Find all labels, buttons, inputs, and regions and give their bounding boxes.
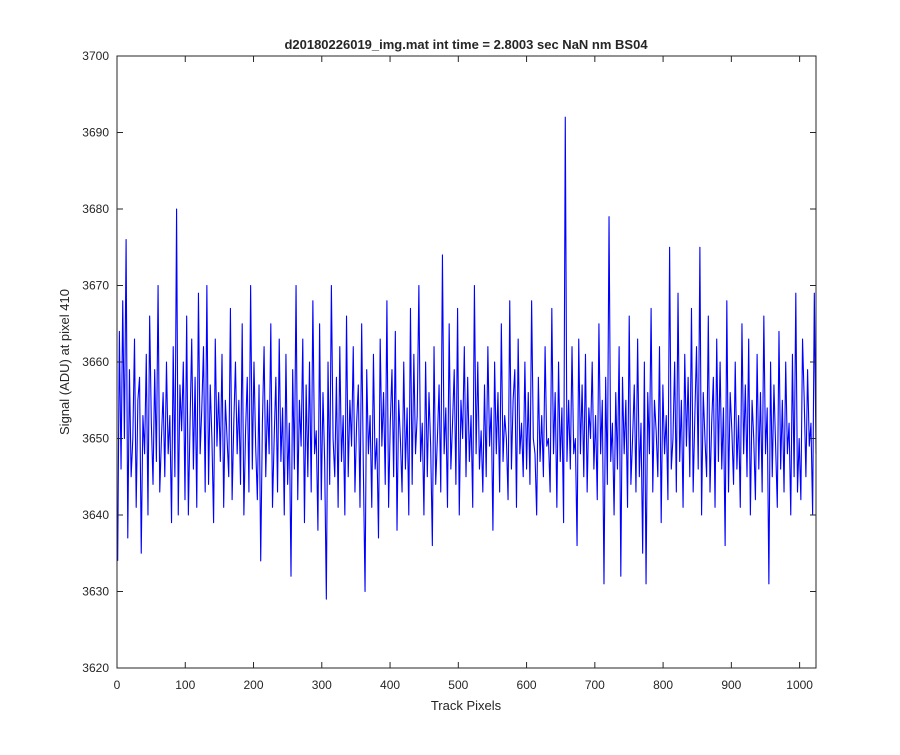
series-line-0 [117,116,817,600]
x-tick-label: 400 [380,678,400,692]
data-layer [117,116,817,600]
y-tick-label: 3640 [82,508,109,522]
x-tick-label: 500 [448,678,468,692]
y-tick-label: 3630 [82,585,109,599]
y-axis-label: Signal (ADU) at pixel 410 [57,289,72,435]
x-tick-label: 700 [585,678,605,692]
x-tick-label: 600 [517,678,537,692]
y-tick-label: 3650 [82,432,109,446]
chart-title: d20180226019_img.mat int time = 2.8003 s… [284,37,648,52]
x-tick-label: 1000 [786,678,813,692]
x-tick-label: 200 [244,678,264,692]
x-tick-label: 900 [721,678,741,692]
x-tick-label: 100 [175,678,195,692]
y-tick-label: 3660 [82,355,109,369]
x-tick-label: 300 [312,678,332,692]
x-tick-label: 800 [653,678,673,692]
y-tick-label: 3700 [82,49,109,63]
axes-box [116,55,817,669]
x-tick-label: 0 [114,678,121,692]
y-tick-label: 3680 [82,202,109,216]
tick-layer: 0 100 200 300 400 500 600 700 800 900 1000 3620 3630… [82,49,816,692]
x-axis-label: Track Pixels [431,698,502,713]
y-tick-label: 3670 [82,279,109,293]
y-tick-label: 3620 [82,661,109,675]
y-tick-label: 3690 [82,126,109,140]
